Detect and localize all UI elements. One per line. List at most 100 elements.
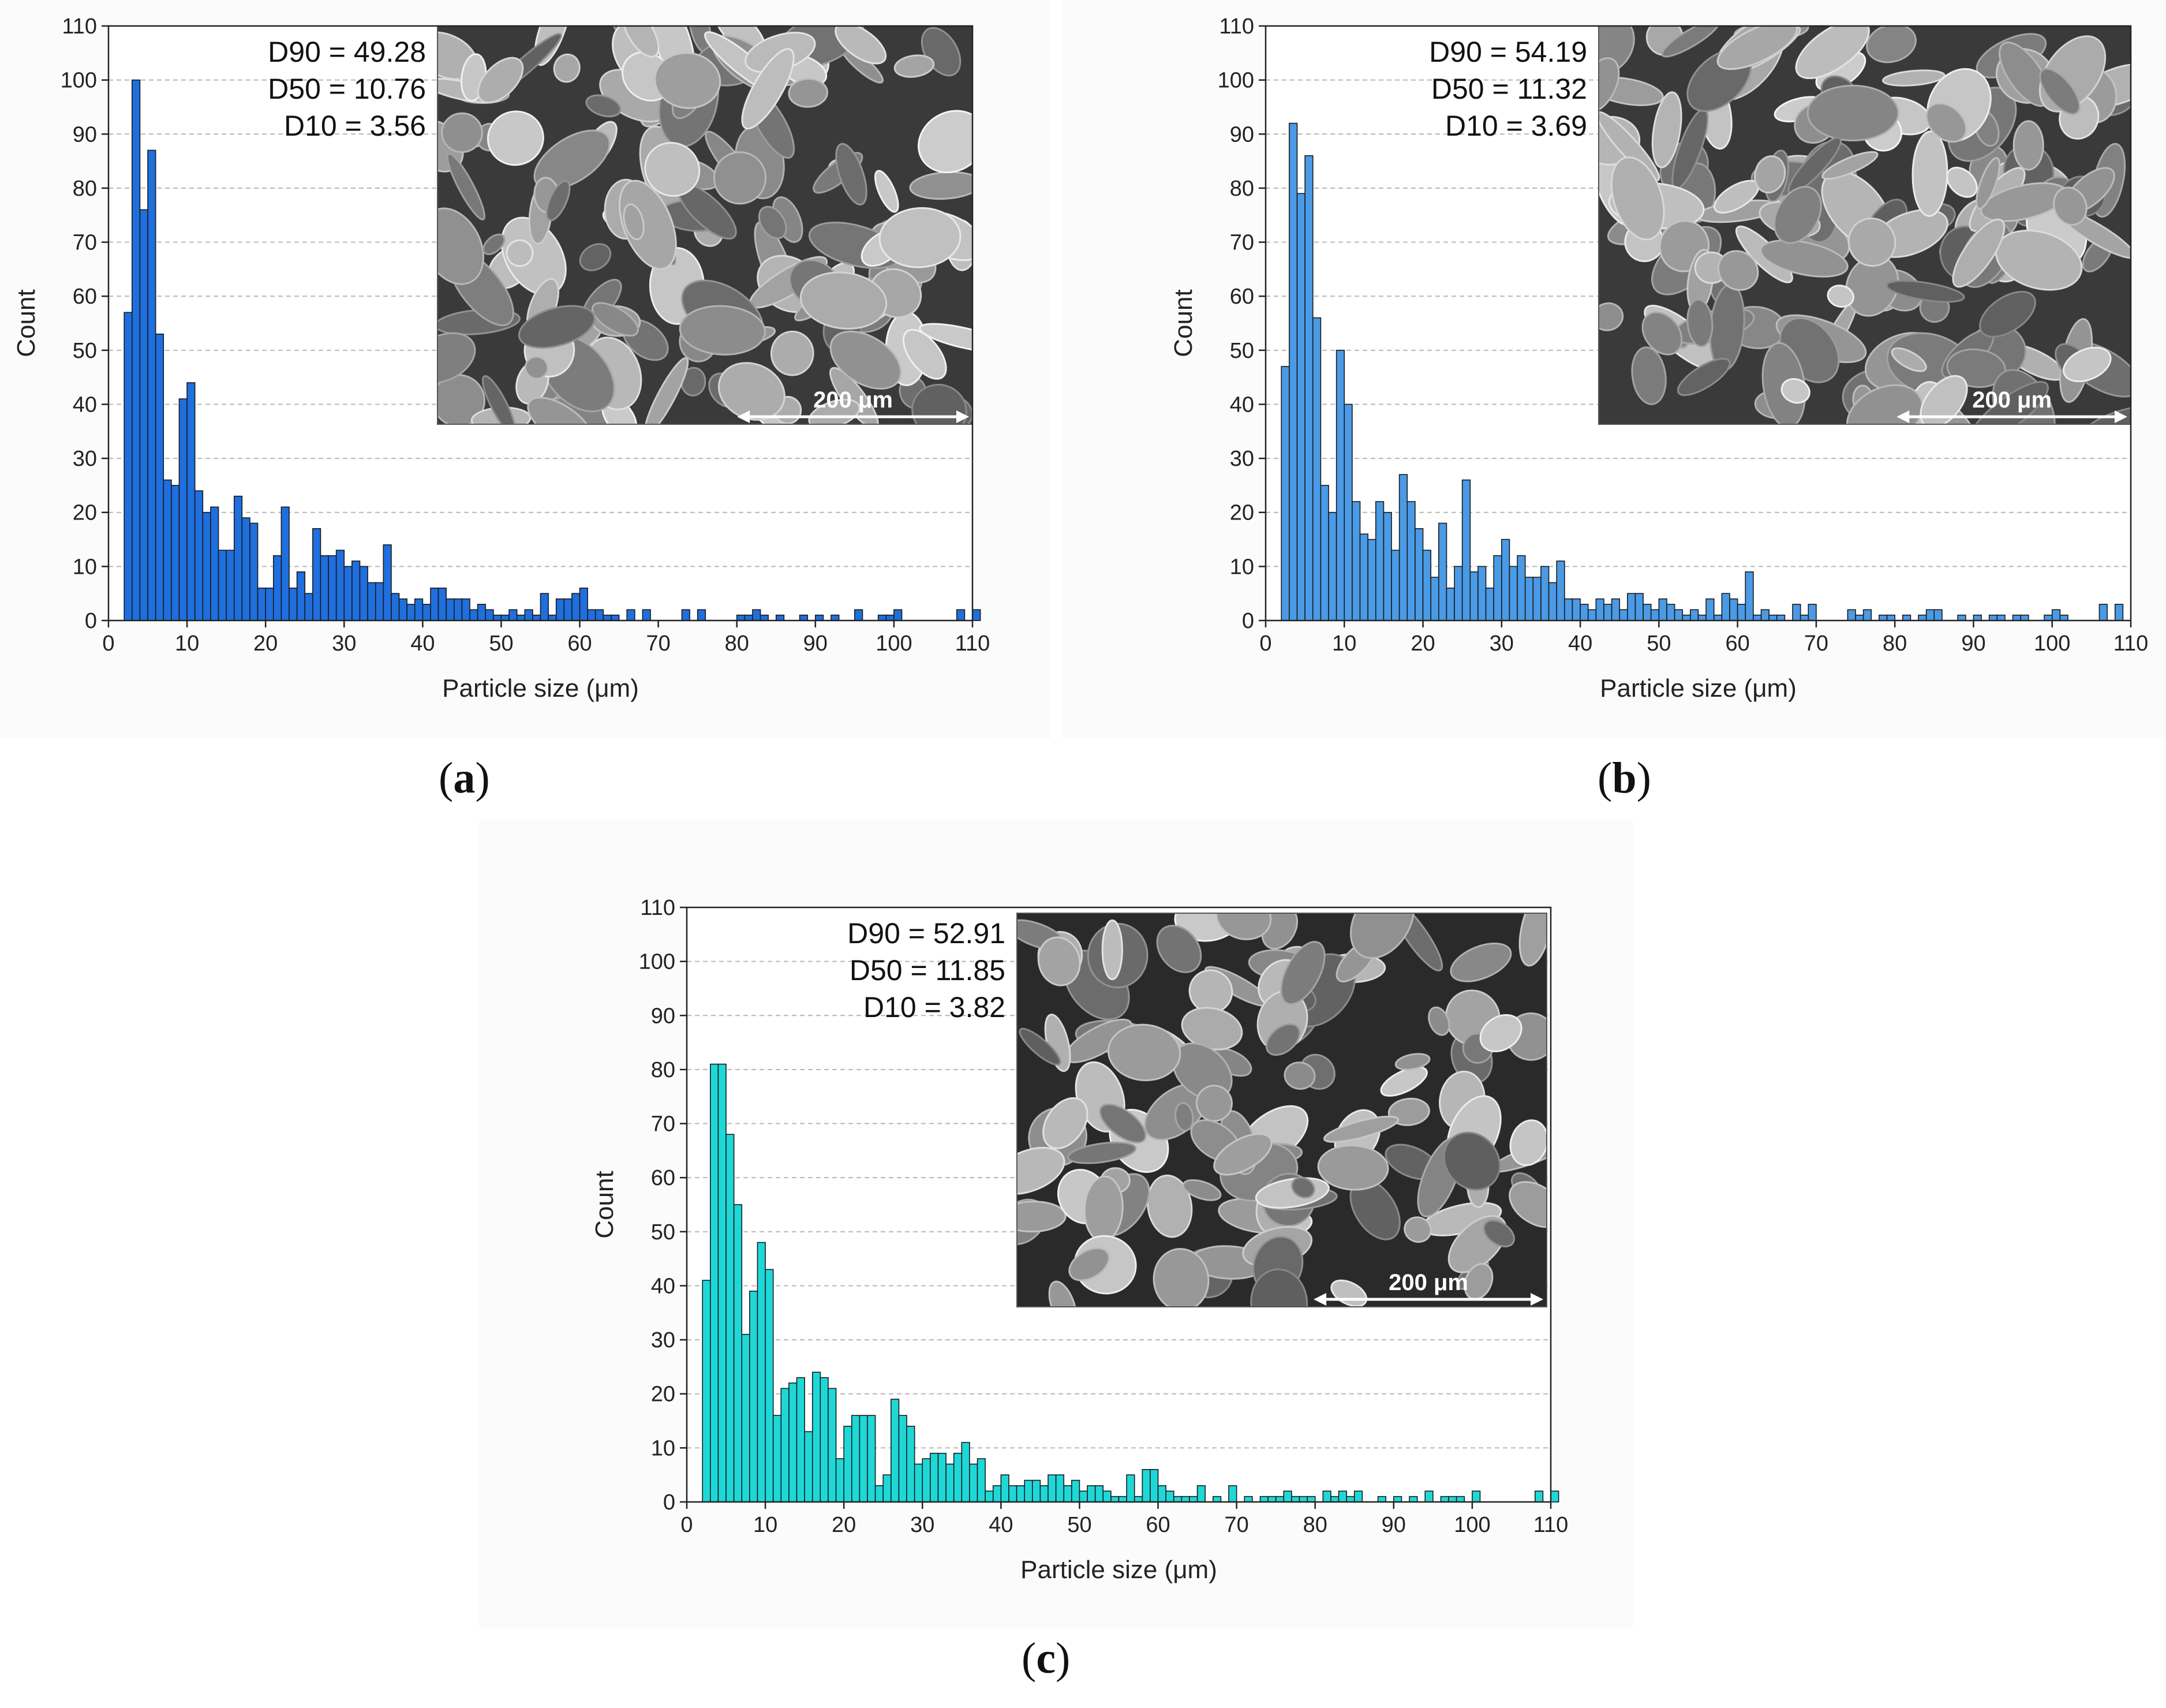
bar xyxy=(1572,598,1581,621)
bar xyxy=(1509,566,1518,621)
sem-micrograph-inset xyxy=(1598,25,2131,425)
bar xyxy=(1142,1469,1151,1503)
sem-particle xyxy=(1213,1133,1273,1176)
bar xyxy=(163,479,172,621)
bar xyxy=(937,1452,947,1503)
scale-bar-arrow-right xyxy=(956,410,969,423)
bar xyxy=(1335,350,1345,621)
bar xyxy=(611,614,620,621)
bar xyxy=(2020,614,2029,621)
sem-particle xyxy=(1107,1023,1181,1082)
sem-particle xyxy=(1599,302,1624,331)
bar xyxy=(1440,1496,1449,1503)
x-tick-label: 0 xyxy=(1259,631,1271,656)
sem-particle xyxy=(644,141,701,197)
y-tick-label: 70 xyxy=(1230,231,1254,255)
sem-particle xyxy=(1323,1115,1400,1143)
bar xyxy=(359,566,368,621)
bar xyxy=(1957,614,1966,621)
bar xyxy=(375,582,384,621)
axes-frame xyxy=(1265,25,2132,622)
bar xyxy=(453,598,463,621)
chart-panel-c: 200 μm 0 10 20 30 40 50 60 70 80 90 100 110 0 10 20 30 40… xyxy=(479,820,1633,1628)
bar xyxy=(265,588,274,621)
bar xyxy=(843,1426,852,1503)
x-tick-label: 10 xyxy=(1332,631,1356,656)
bar xyxy=(1879,614,1888,621)
bar xyxy=(1289,122,1298,621)
bar xyxy=(891,1399,900,1503)
x-tick-label: 110 xyxy=(1533,1513,1569,1537)
bar xyxy=(1456,1496,1465,1503)
sem-particle xyxy=(1483,1219,1515,1247)
y-tick-label: 70 xyxy=(73,231,97,255)
bar xyxy=(969,1463,978,1503)
x-tick-label: 70 xyxy=(646,631,670,656)
bar xyxy=(328,555,337,621)
bar xyxy=(885,614,895,621)
sem-particle xyxy=(1317,1144,1389,1191)
bar xyxy=(1304,155,1314,621)
bar xyxy=(1918,614,1927,621)
sem-particle xyxy=(808,398,861,424)
x-tick-label: 20 xyxy=(253,631,278,656)
y-tick-label: 70 xyxy=(651,1112,675,1137)
scale-bar-label: 200 μm xyxy=(1389,1270,1468,1295)
bar xyxy=(898,1415,907,1503)
bar xyxy=(124,312,133,621)
caption-c: (c) xyxy=(1022,1634,1071,1683)
sem-particle xyxy=(1599,26,1635,75)
sem-particle xyxy=(1068,1247,1110,1281)
x-tick-label: 50 xyxy=(489,631,513,656)
bar xyxy=(603,614,612,621)
bar xyxy=(1666,604,1675,621)
y-tick-label: 80 xyxy=(73,177,97,201)
bar xyxy=(1024,1479,1033,1503)
bar xyxy=(555,598,565,621)
bar xyxy=(985,1490,994,1503)
x-tick-label: 80 xyxy=(1883,631,1907,656)
y-tick-label: 10 xyxy=(651,1436,675,1460)
stat-label: D10 = 3.82 xyxy=(863,991,1005,1023)
bar xyxy=(1330,1496,1340,1503)
bar xyxy=(851,1415,861,1503)
histogram-c: 200 μm 0 10 20 30 40 50 60 70 80 90 100 110 0 10 20 30 40… xyxy=(590,896,1569,1584)
bar xyxy=(1564,598,1573,621)
bar xyxy=(1886,614,1895,621)
bar xyxy=(815,614,824,621)
bar xyxy=(1259,1496,1269,1503)
bar xyxy=(383,544,392,621)
bar xyxy=(485,609,494,621)
sem-particle xyxy=(2063,346,2112,383)
bar xyxy=(1039,1485,1049,1503)
bar xyxy=(1862,609,1872,621)
sem-particle xyxy=(1387,1097,1430,1126)
sem-particle xyxy=(1911,130,1948,217)
bar xyxy=(1611,598,1621,621)
y-tick-label: 110 xyxy=(62,14,97,39)
stat-label: D90 = 54.19 xyxy=(1429,36,1587,68)
bar xyxy=(697,609,706,621)
x-tick-label: 20 xyxy=(1411,631,1435,656)
bar xyxy=(249,522,259,621)
x-tick-label: 30 xyxy=(910,1513,934,1537)
sem-particle xyxy=(1380,1066,1428,1097)
y-tick-label: 60 xyxy=(651,1166,675,1190)
bar xyxy=(811,1371,821,1503)
bar xyxy=(854,609,863,621)
y-tick-label: 90 xyxy=(1230,122,1254,147)
sem-particle xyxy=(1946,166,1978,198)
sem-particle xyxy=(527,397,594,424)
sem-particle xyxy=(1686,298,1714,347)
bar xyxy=(540,593,549,621)
bar xyxy=(304,593,313,621)
y-tick-label: 40 xyxy=(73,393,97,417)
bar xyxy=(508,609,518,621)
bar xyxy=(877,614,887,621)
bar xyxy=(194,490,204,621)
x-tick-label: 90 xyxy=(803,631,828,656)
sem-particle xyxy=(1651,91,1682,169)
sem-particle xyxy=(1450,943,1512,982)
y-tick-label: 100 xyxy=(639,950,675,974)
x-tick-label: 90 xyxy=(1382,1513,1406,1537)
